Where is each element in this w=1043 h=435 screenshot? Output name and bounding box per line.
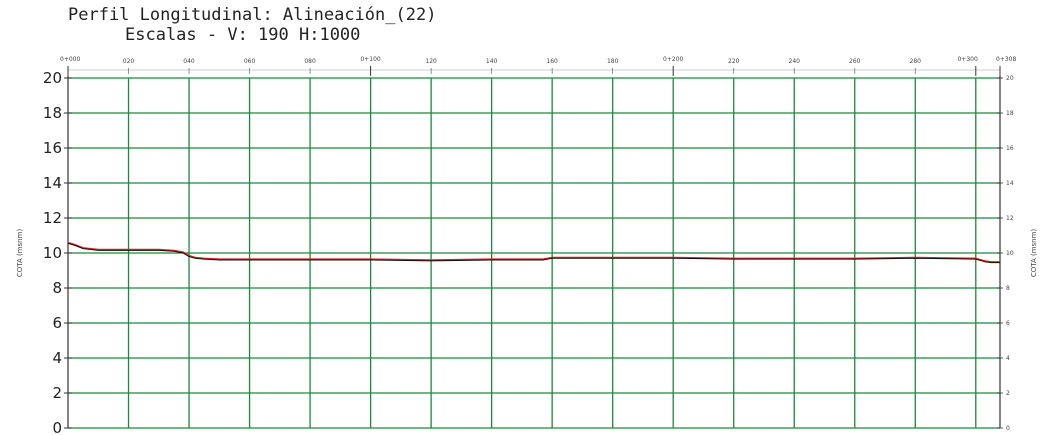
x-tick-label-minor: 180: [607, 58, 619, 65]
profile-line-red: [67, 241, 1000, 263]
y-tick-label-left: 12: [43, 209, 62, 227]
y-tick-label-left: 10: [43, 244, 62, 262]
axis-ticks: 0 2 4 6 8 10 12 14 16 18 20 0 2 4 6 8 10 12 14 16 18 20 020 040…: [43, 56, 1017, 435]
y-tick-label-right: 14: [1006, 180, 1014, 187]
y-axis-label-right: COTA (msnm): [1030, 229, 1038, 278]
plot-frame: [67, 69, 1001, 428]
x-tick-label-minor: 240: [789, 58, 801, 65]
y-tick-label-right: 18: [1006, 110, 1014, 117]
y-tick-label-left: 2: [52, 384, 62, 402]
x-tick-label-minor: 020: [123, 58, 135, 65]
grid-lines: [68, 77, 1000, 429]
y-tick-label-right: 10: [1006, 250, 1014, 257]
y-tick-label-left: 18: [43, 104, 62, 122]
x-tick-label-minor: 140: [486, 58, 498, 65]
x-tick-label-major: 0+308: [996, 56, 1016, 63]
y-tick-label-left: 20: [43, 69, 62, 87]
y-axis-label-left: COTA (msnm): [16, 229, 24, 278]
y-tick-label-right: 0: [1006, 425, 1010, 432]
y-tick-label-left: 16: [43, 139, 62, 157]
x-tick-label-minor: 260: [849, 58, 861, 65]
y-tick-label-right: 2: [1006, 390, 1010, 397]
chart-subtitle: Escalas - V: 190 H:1000: [125, 25, 361, 45]
x-tick-label-minor: 040: [183, 58, 195, 65]
series-lines: [67, 241, 1000, 264]
y-tick-label-right: 8: [1006, 285, 1010, 292]
y-tick-label-right: 16: [1006, 145, 1014, 152]
y-tick-label-right: 6: [1006, 320, 1010, 327]
y-tick-label-left: 4: [52, 349, 62, 367]
x-tick-label-minor: 060: [244, 58, 256, 65]
y-tick-label-right: 20: [1006, 75, 1014, 82]
y-tick-label-left: 14: [43, 174, 62, 192]
y-tick-label-left: 6: [52, 314, 62, 332]
x-tick-label-major: 0+100: [360, 56, 380, 63]
x-tick-label-minor: 160: [546, 58, 558, 65]
x-tick-label-minor: 080: [304, 58, 316, 65]
x-tick-label-minor: 280: [910, 58, 922, 65]
y-tick-label-left: 8: [52, 279, 62, 297]
y-tick-label-right: 4: [1006, 355, 1010, 362]
x-tick-label-major: 0+000: [60, 56, 80, 63]
x-tick-label-major: 0+200: [663, 56, 683, 63]
x-tick-label-major: 0+300: [957, 56, 977, 63]
profile-line-black: [67, 242, 1000, 264]
y-tick-label-right: 12: [1006, 215, 1014, 222]
x-tick-label-minor: 120: [425, 58, 437, 65]
y-tick-label-left: 0: [52, 419, 62, 435]
chart-title: Perfil Longitudinal: Alineación_(22): [68, 5, 437, 25]
x-tick-label-minor: 220: [728, 58, 740, 65]
